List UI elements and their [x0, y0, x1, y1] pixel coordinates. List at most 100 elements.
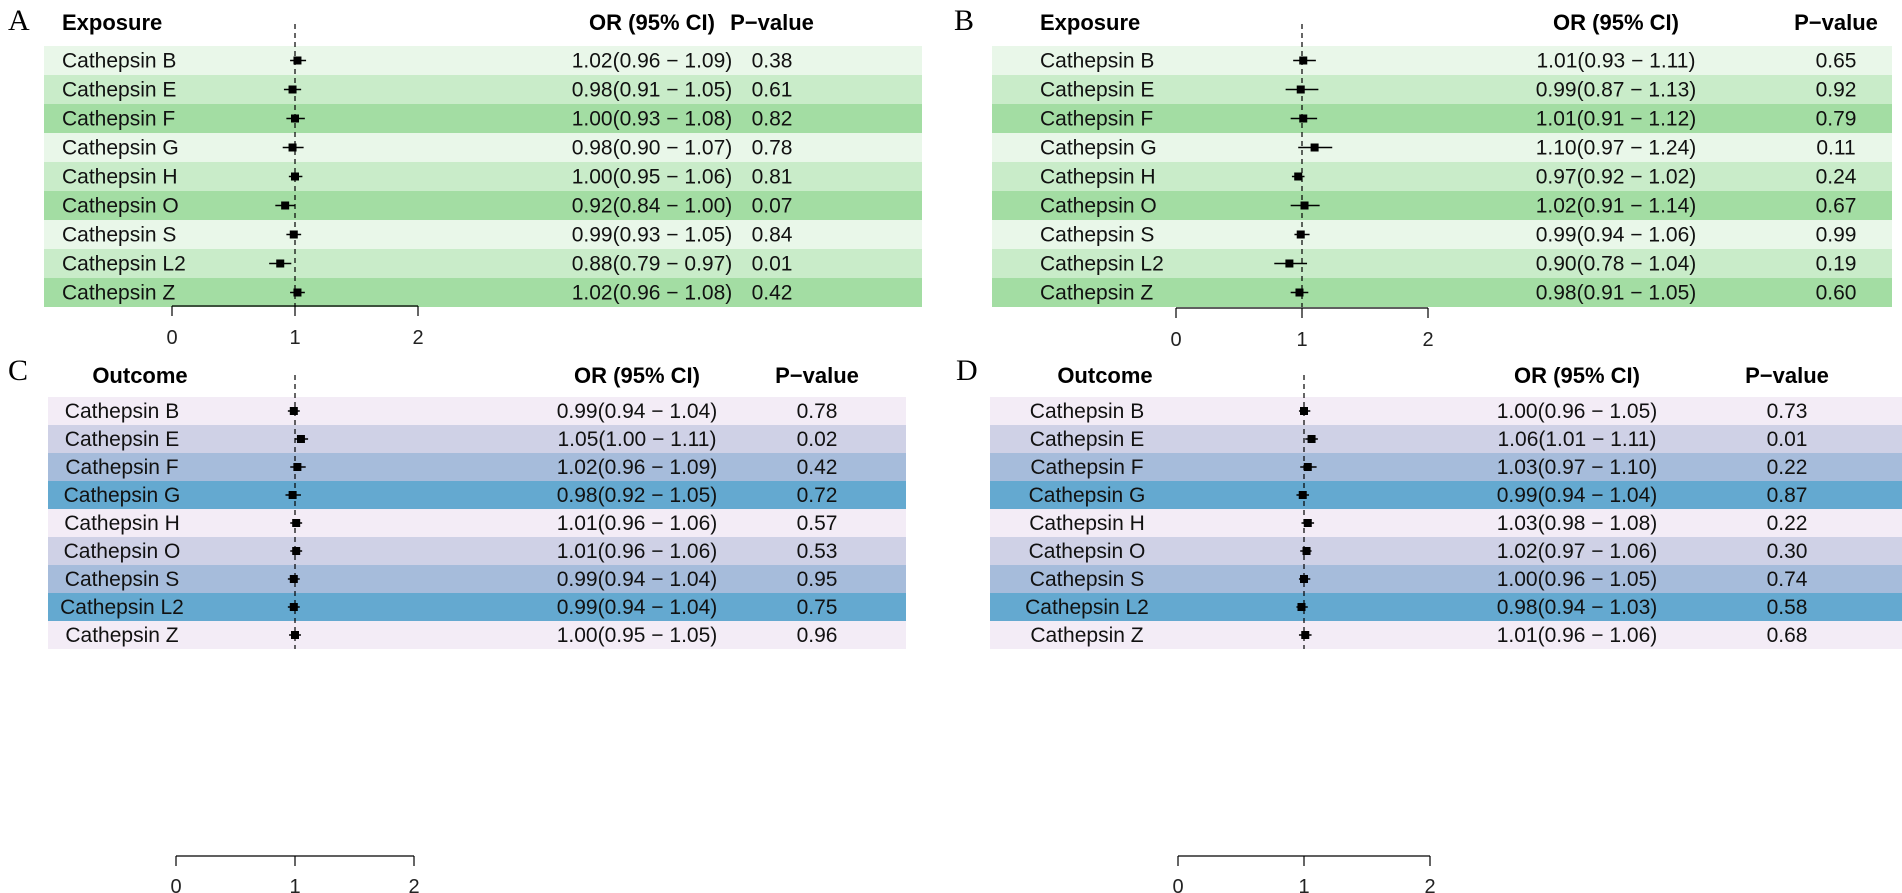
table-row: Cathepsin L2 0.88(0.79 − 0.97) 0.01	[44, 249, 922, 278]
row-background	[992, 249, 1892, 278]
p-value: 0.68	[1767, 624, 1808, 647]
row-label: Cathepsin H	[64, 512, 180, 535]
or-ci-value: 1.06(1.01 − 1.11)	[1498, 428, 1657, 451]
p-value: 0.01	[752, 253, 793, 276]
table-row: Cathepsin L2 0.98(0.94 − 1.03) 0.58	[990, 593, 1902, 621]
estimate-marker	[1296, 230, 1305, 239]
table-row: Cathepsin S 0.99(0.93 − 1.05) 0.84	[44, 220, 922, 249]
p-value: 0.22	[1767, 456, 1808, 479]
row-background	[990, 537, 1902, 565]
p-value: 0.73	[1767, 400, 1808, 423]
row-background	[44, 133, 922, 162]
p-value: 0.67	[1816, 195, 1857, 218]
estimate-marker	[1302, 547, 1311, 555]
table-row: Cathepsin E 0.99(0.87 − 1.13) 0.92	[992, 75, 1892, 104]
estimate-marker	[1295, 288, 1304, 297]
row-label: Cathepsin F	[62, 108, 175, 131]
or-ci-value: 0.99(0.93 − 1.05)	[572, 224, 733, 247]
row-label: Cathepsin B	[62, 50, 176, 73]
or-ci-value: 1.00(0.95 − 1.06)	[572, 166, 733, 189]
or-ci-value: 0.97(0.92 − 1.02)	[1536, 166, 1697, 189]
row-background	[44, 249, 922, 278]
or-ci-value: 0.98(0.92 − 1.05)	[557, 484, 718, 507]
or-ci-value: 1.01(0.96 − 1.06)	[1497, 624, 1658, 647]
or-ci-value: 1.01(0.96 − 1.06)	[557, 512, 718, 535]
header-p-value: P−value	[1745, 363, 1829, 388]
p-value: 0.96	[797, 624, 838, 647]
table-row: Cathepsin B 1.00(0.96 − 1.05) 0.73	[990, 397, 1902, 425]
row-background	[48, 537, 906, 565]
p-value: 0.30	[1767, 540, 1808, 563]
table-row: Cathepsin G 0.98(0.92 − 1.05) 0.72	[48, 481, 906, 509]
table-row: Cathepsin E 0.98(0.91 − 1.05) 0.61	[44, 75, 922, 104]
table-row: Cathepsin Z 1.01(0.96 − 1.06) 0.68	[990, 621, 1902, 649]
row-background	[48, 397, 906, 425]
row-label: Cathepsin B	[65, 400, 179, 423]
p-value: 0.07	[752, 195, 793, 218]
x-axis-tick-label: 2	[1424, 876, 1435, 893]
estimate-marker	[293, 56, 302, 65]
table-row: Cathepsin F 1.00(0.93 − 1.08) 0.82	[44, 104, 922, 133]
or-ci-value: 1.03(0.97 − 1.10)	[1497, 456, 1658, 479]
or-ci-value: 1.00(0.95 − 1.05)	[557, 624, 718, 647]
or-ci-value: 1.02(0.97 − 1.06)	[1497, 540, 1658, 563]
or-ci-value: 1.00(0.96 − 1.05)	[1497, 568, 1658, 591]
row-background	[990, 425, 1902, 453]
forest-panel-a: A Exposure OR (95% CI) P−value Cathepsin B 1.…	[8, 4, 922, 349]
row-label: Cathepsin L2	[60, 596, 184, 619]
or-ci-value: 0.98(0.91 − 1.05)	[572, 79, 733, 102]
estimate-marker	[1300, 201, 1309, 210]
row-background	[48, 593, 906, 621]
table-row: Cathepsin O 1.01(0.96 − 1.06) 0.53	[48, 537, 906, 565]
row-label: Cathepsin S	[62, 224, 176, 247]
or-ci-value: 1.10(0.97 − 1.24)	[1536, 137, 1697, 160]
row-label: Cathepsin L2	[1025, 596, 1149, 619]
or-ci-value: 1.02(0.96 − 1.09)	[572, 50, 733, 73]
or-ci-value: 0.98(0.94 − 1.03)	[1497, 596, 1658, 619]
table-row: Cathepsin Z 1.00(0.95 − 1.05) 0.96	[48, 621, 906, 649]
or-ci-value: 1.02(0.96 − 1.08)	[572, 282, 733, 305]
table-row: Cathepsin G 1.10(0.97 − 1.24) 0.11	[992, 133, 1892, 162]
row-background	[992, 162, 1892, 191]
row-label: Cathepsin E	[1030, 428, 1144, 451]
or-ci-value: 1.02(0.91 − 1.14)	[1536, 195, 1697, 218]
p-value: 0.57	[797, 512, 838, 535]
row-background	[990, 621, 1902, 649]
table-row: Cathepsin O 1.02(0.97 − 1.06) 0.30	[990, 537, 1902, 565]
estimate-marker	[296, 435, 305, 443]
estimate-marker	[289, 575, 298, 583]
p-value: 0.61	[752, 79, 793, 102]
estimate-marker	[292, 547, 301, 555]
row-background	[992, 191, 1892, 220]
row-label: Cathepsin O	[62, 195, 179, 218]
table-row: Cathepsin Z 1.02(0.96 − 1.08) 0.42	[44, 278, 922, 307]
or-ci-value: 1.03(0.98 − 1.08)	[1497, 512, 1658, 535]
p-value: 0.01	[1767, 428, 1808, 451]
estimate-marker	[1298, 491, 1307, 499]
or-ci-value: 1.00(0.96 − 1.05)	[1497, 400, 1658, 423]
estimate-marker	[293, 463, 302, 471]
table-row: Cathepsin B 0.99(0.94 − 1.04) 0.78	[48, 397, 906, 425]
row-label: Cathepsin G	[1029, 484, 1146, 507]
estimate-marker	[1294, 172, 1303, 181]
estimate-marker	[291, 172, 299, 181]
row-background	[992, 75, 1892, 104]
table-row: Cathepsin F 1.01(0.91 − 1.12) 0.79	[992, 104, 1892, 133]
p-value: 0.78	[797, 400, 838, 423]
or-ci-value: 0.99(0.94 − 1.04)	[557, 568, 718, 591]
row-background	[44, 191, 922, 220]
row-background	[992, 46, 1892, 75]
row-label: Cathepsin Z	[1040, 282, 1153, 305]
row-label: Cathepsin H	[1029, 512, 1145, 535]
table-row: Cathepsin E 1.05(1.00 − 1.11) 0.02	[48, 425, 906, 453]
p-value: 0.95	[797, 568, 838, 591]
or-ci-value: 1.00(0.93 − 1.08)	[572, 108, 733, 131]
row-background	[990, 481, 1902, 509]
or-ci-value: 0.99(0.94 − 1.04)	[1497, 484, 1658, 507]
row-label: Cathepsin E	[65, 428, 179, 451]
row-label: Cathepsin S	[1040, 224, 1154, 247]
row-background	[48, 509, 906, 537]
estimate-marker	[289, 230, 298, 239]
row-label: Cathepsin B	[1040, 50, 1154, 73]
